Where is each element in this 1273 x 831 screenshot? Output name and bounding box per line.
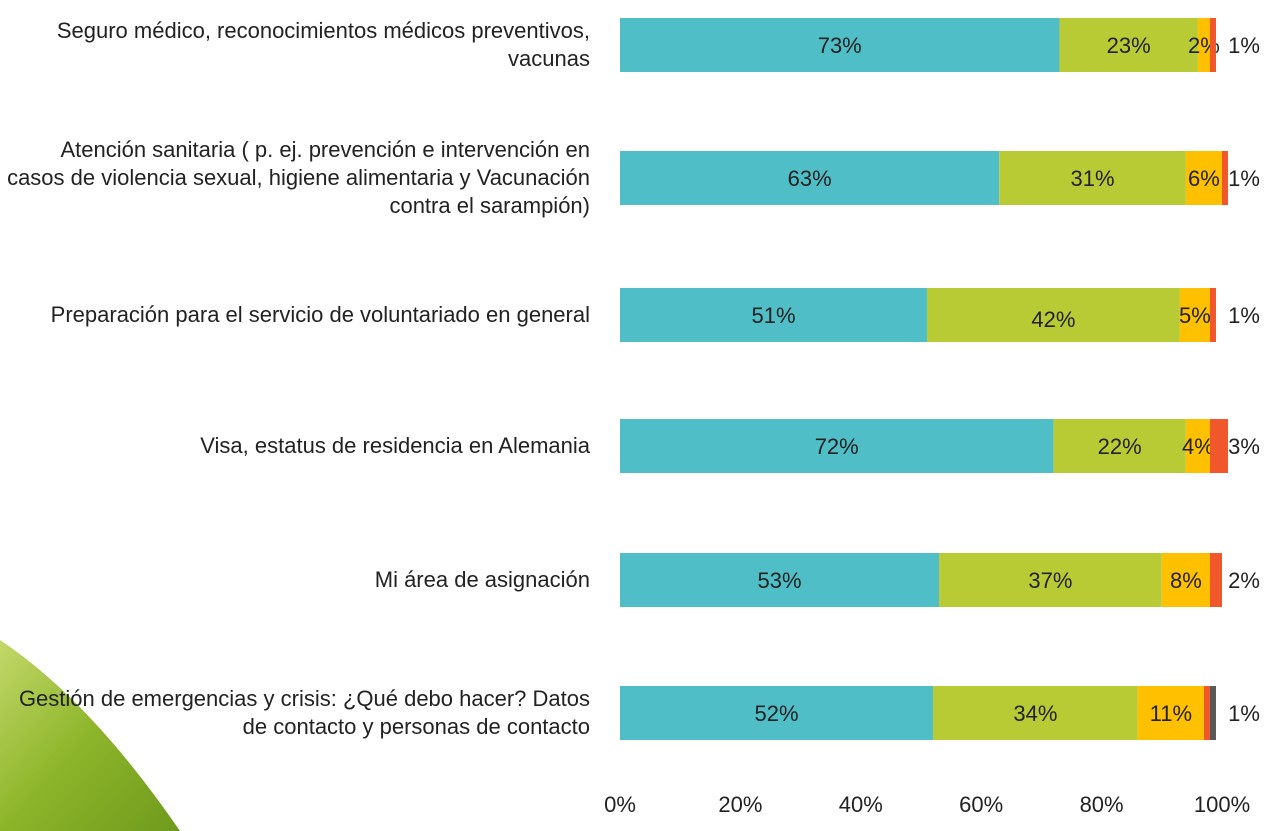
category-label: Gestión de emergencias y crisis: ¿Qué de… bbox=[0, 648, 590, 778]
data-label: 1% bbox=[1228, 166, 1260, 191]
bar-segment bbox=[1209, 18, 1216, 72]
x-tick-label: 0% bbox=[604, 792, 636, 817]
data-label: 22% bbox=[1098, 434, 1142, 459]
bar-segment bbox=[1161, 553, 1210, 607]
bar-segment bbox=[1053, 419, 1186, 473]
bar-segment bbox=[927, 288, 1180, 342]
bar-segment bbox=[1203, 686, 1210, 740]
data-label: 6% bbox=[1188, 166, 1220, 191]
data-label: 31% bbox=[1071, 166, 1115, 191]
bar-segment bbox=[620, 288, 928, 342]
bar-segment bbox=[620, 151, 1000, 205]
bar-segment bbox=[620, 686, 934, 740]
data-label: 52% bbox=[754, 701, 798, 726]
category-label: Seguro médico, reconocimientos médicos p… bbox=[0, 0, 590, 110]
data-label: 42% bbox=[1031, 307, 1075, 332]
bar-segment bbox=[620, 419, 1054, 473]
category-label: Preparación para el servicio de voluntar… bbox=[0, 250, 590, 380]
category-label: Atención sanitaria ( p. ej. prevención e… bbox=[0, 113, 590, 243]
category-text: Mi área de asignación bbox=[374, 567, 590, 592]
data-label: 2% bbox=[1228, 568, 1260, 593]
bar-segment bbox=[1222, 151, 1229, 205]
data-label: 37% bbox=[1028, 568, 1072, 593]
bar-segment bbox=[999, 151, 1186, 205]
data-label: 34% bbox=[1013, 701, 1057, 726]
data-label: 11% bbox=[1150, 701, 1192, 726]
data-label: 1% bbox=[1228, 303, 1260, 328]
bar-segment bbox=[1137, 686, 1204, 740]
data-label: 73% bbox=[818, 33, 862, 58]
bar-segment bbox=[1185, 419, 1210, 473]
data-label: 5% bbox=[1179, 303, 1211, 328]
bar-segment bbox=[620, 18, 1060, 72]
data-label: 53% bbox=[758, 568, 802, 593]
data-label: 8% bbox=[1170, 568, 1202, 593]
bar-segment bbox=[1179, 288, 1210, 342]
x-tick-label: 20% bbox=[718, 792, 762, 817]
x-tick-label: 100% bbox=[1194, 792, 1250, 817]
data-label: 1% bbox=[1228, 33, 1260, 58]
data-label: 51% bbox=[751, 303, 795, 328]
category-text: Preparación para el servicio de voluntar… bbox=[50, 302, 590, 327]
bar-segment bbox=[1209, 288, 1216, 342]
category-label: Visa, estatus de residencia en Alemania bbox=[0, 381, 590, 511]
bar-segment bbox=[1185, 151, 1222, 205]
category-text: Atención sanitaria ( p. ej. prevención e… bbox=[7, 137, 590, 218]
bar-segment bbox=[939, 553, 1162, 607]
bar-segment bbox=[620, 553, 940, 607]
category-label: Mi área de asignación bbox=[0, 515, 590, 645]
data-label: 63% bbox=[788, 166, 832, 191]
bar-segment bbox=[1197, 18, 1210, 72]
bar-segment bbox=[1209, 686, 1216, 740]
bar-segment bbox=[1209, 553, 1222, 607]
bar-segment bbox=[933, 686, 1138, 740]
category-text: Gestión de emergencias y crisis: ¿Qué de… bbox=[18, 686, 590, 739]
data-label: 3% bbox=[1228, 434, 1260, 459]
x-tick-label: 60% bbox=[959, 792, 1003, 817]
category-text: Visa, estatus de residencia en Alemania bbox=[200, 433, 590, 458]
data-label: 1% bbox=[1228, 701, 1260, 726]
bar-segment bbox=[1059, 18, 1198, 72]
bar-segment bbox=[1209, 419, 1229, 473]
decoration bbox=[0, 640, 180, 831]
category-text: Seguro médico, reconocimientos médicos p… bbox=[56, 18, 590, 71]
x-tick-label: 40% bbox=[839, 792, 883, 817]
data-label: 4% bbox=[1182, 434, 1214, 459]
data-label: 23% bbox=[1107, 33, 1151, 58]
x-tick-label: 80% bbox=[1080, 792, 1124, 817]
data-label: 72% bbox=[815, 434, 859, 459]
